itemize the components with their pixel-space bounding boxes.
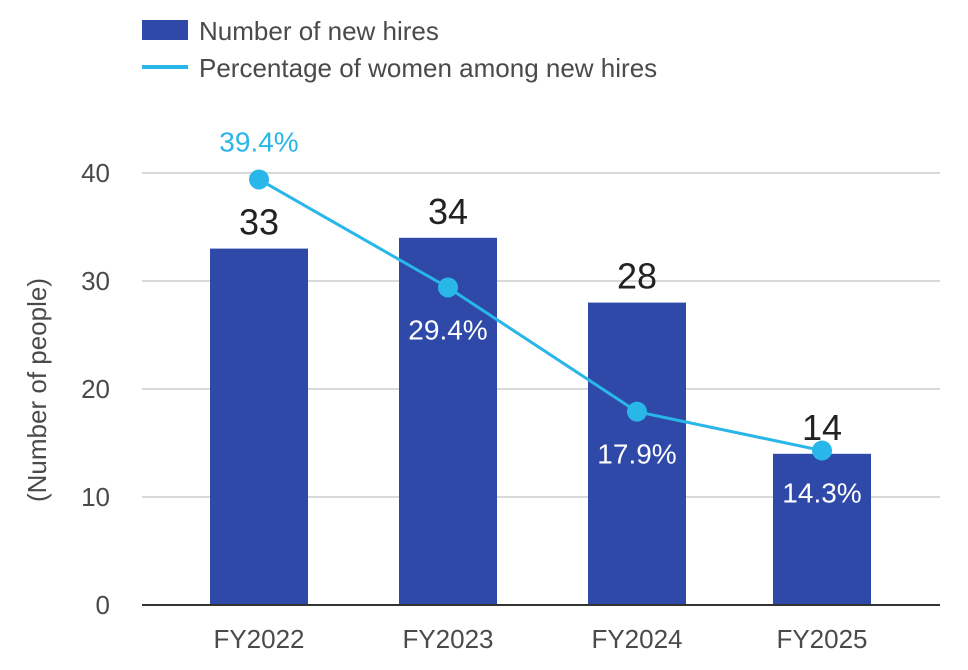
y-axis-ticks: 0 10 20 30 40 [81,158,110,620]
percentage-labels: 39.4% 29.4% 17.9% 14.3% [219,126,861,508]
percentage-label: 17.9% [597,439,676,470]
y-tick-label: 20 [81,374,110,404]
y-axis-label: (Number of people) [22,278,52,502]
legend-bar-swatch [142,20,188,40]
percentage-line-layer [249,169,832,461]
percentage-label: 14.3% [782,478,861,509]
percentage-point [627,401,647,422]
bar-value-label: 34 [428,191,468,232]
x-tick-label: FY2025 [776,624,867,654]
percentage-point [812,440,832,461]
y-tick-label: 0 [96,590,110,620]
legend-bar-label: Number of new hires [199,16,439,46]
bar-fy2023 [399,237,497,606]
bars [210,237,871,606]
bar-value-label: 28 [617,256,657,297]
bar-fy2024 [588,302,686,605]
y-tick-label: 40 [81,158,110,188]
y-tick-label: 30 [81,266,110,296]
percentage-line [258,178,823,453]
legend: Number of new hires Percentage of women … [142,16,657,83]
bar-fy2025 [773,453,871,605]
percentage-point [249,169,269,190]
legend-line-label: Percentage of women among new hires [199,53,657,83]
x-tick-label: FY2022 [213,624,304,654]
percentage-label: 39.4% [219,126,298,157]
x-tick-label: FY2023 [402,624,493,654]
percentage-label: 29.4% [408,314,487,345]
y-tick-label: 10 [81,482,110,512]
bar-fy2022 [210,248,308,605]
bar-value-label: 33 [239,202,279,243]
x-tick-label: FY2024 [591,624,682,654]
x-axis-categories: FY2022 FY2023 FY2024 FY2025 [213,624,867,654]
percentage-point [438,277,458,298]
